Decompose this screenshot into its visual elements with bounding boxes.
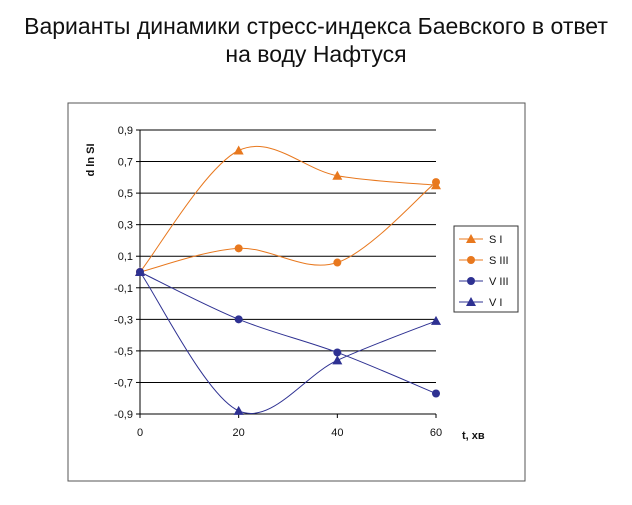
data-point-v-i (332, 355, 343, 365)
data-point-s-iii (234, 244, 243, 253)
y-tick-label: 0,9 (118, 125, 133, 137)
y-tick-label: -0,9 (114, 409, 133, 421)
chart-title-line-1: Варианты динамики стресс-индекса Баевско… (24, 13, 608, 39)
y-axis-label: d ln SI (85, 144, 97, 177)
y-tick-label: -0,1 (114, 283, 133, 295)
legend-swatch-marker (467, 277, 475, 285)
legend-swatch-marker (466, 297, 476, 306)
data-point-v-i (135, 267, 145, 276)
legend-box (453, 225, 519, 313)
y-tick-label: 0,7 (118, 157, 133, 169)
data-point-v-iii (333, 348, 342, 357)
y-tick-labels: 0,9 0,7 0,5 0,3 0,1 -0,1 -0,3 -0,5 -0,7 -0,9 (114, 125, 133, 421)
series-line-v-i (139, 271, 437, 414)
y-tick-label: -0,5 (114, 346, 133, 358)
data-point-v-i (233, 405, 244, 415)
legend-item-s-iii: S III (459, 255, 509, 267)
series-line-s-i (139, 145, 437, 273)
legend-label: S III (489, 255, 509, 267)
data-point-s-iii (432, 178, 440, 187)
legend-item-v-i: V I (459, 297, 502, 309)
x-tick-label: 20 (233, 427, 245, 439)
x-axis-label: t, хв (462, 430, 485, 442)
chart-title: Варианты динамики стресс-индекса Баевско… (0, 12, 632, 68)
series-line-v-iii (139, 271, 437, 394)
series-line-s-iii (139, 181, 437, 273)
x-tick-label: 0 (137, 427, 143, 439)
series-group (135, 145, 441, 415)
x-tick-label: 60 (430, 427, 442, 439)
y-tick-label: -0,7 (114, 377, 133, 389)
y-tick-label: 0,1 (118, 251, 133, 263)
legend-label: S I (489, 234, 502, 246)
legend-swatch-marker (467, 256, 475, 264)
data-point-v-i (431, 315, 441, 325)
data-point-s-i (233, 145, 244, 155)
chart-frame (67, 102, 526, 482)
series-v-i (135, 267, 441, 415)
chart-title-line-2: на воду Нафтуся (225, 41, 407, 67)
x-tick-labels: 0 20 40 60 (137, 427, 442, 439)
data-point-s-i (332, 170, 343, 180)
legend-item-v-iii: V III (459, 276, 509, 288)
data-point-v-iii (432, 389, 440, 398)
legend-swatch-marker (466, 234, 476, 243)
y-tick-label: -0,3 (114, 314, 133, 326)
legend-item-s-i: S I (459, 234, 502, 246)
x-tick-label: 40 (331, 427, 343, 439)
legend-label: V III (489, 276, 509, 288)
y-tick-label: 0,3 (118, 220, 133, 232)
y-tick-label: 0,5 (118, 188, 133, 200)
legend-label: V I (489, 297, 502, 309)
legend: S I S III V III V I (459, 234, 509, 309)
data-point-v-iii (234, 315, 243, 324)
data-point-s-iii (333, 258, 342, 267)
